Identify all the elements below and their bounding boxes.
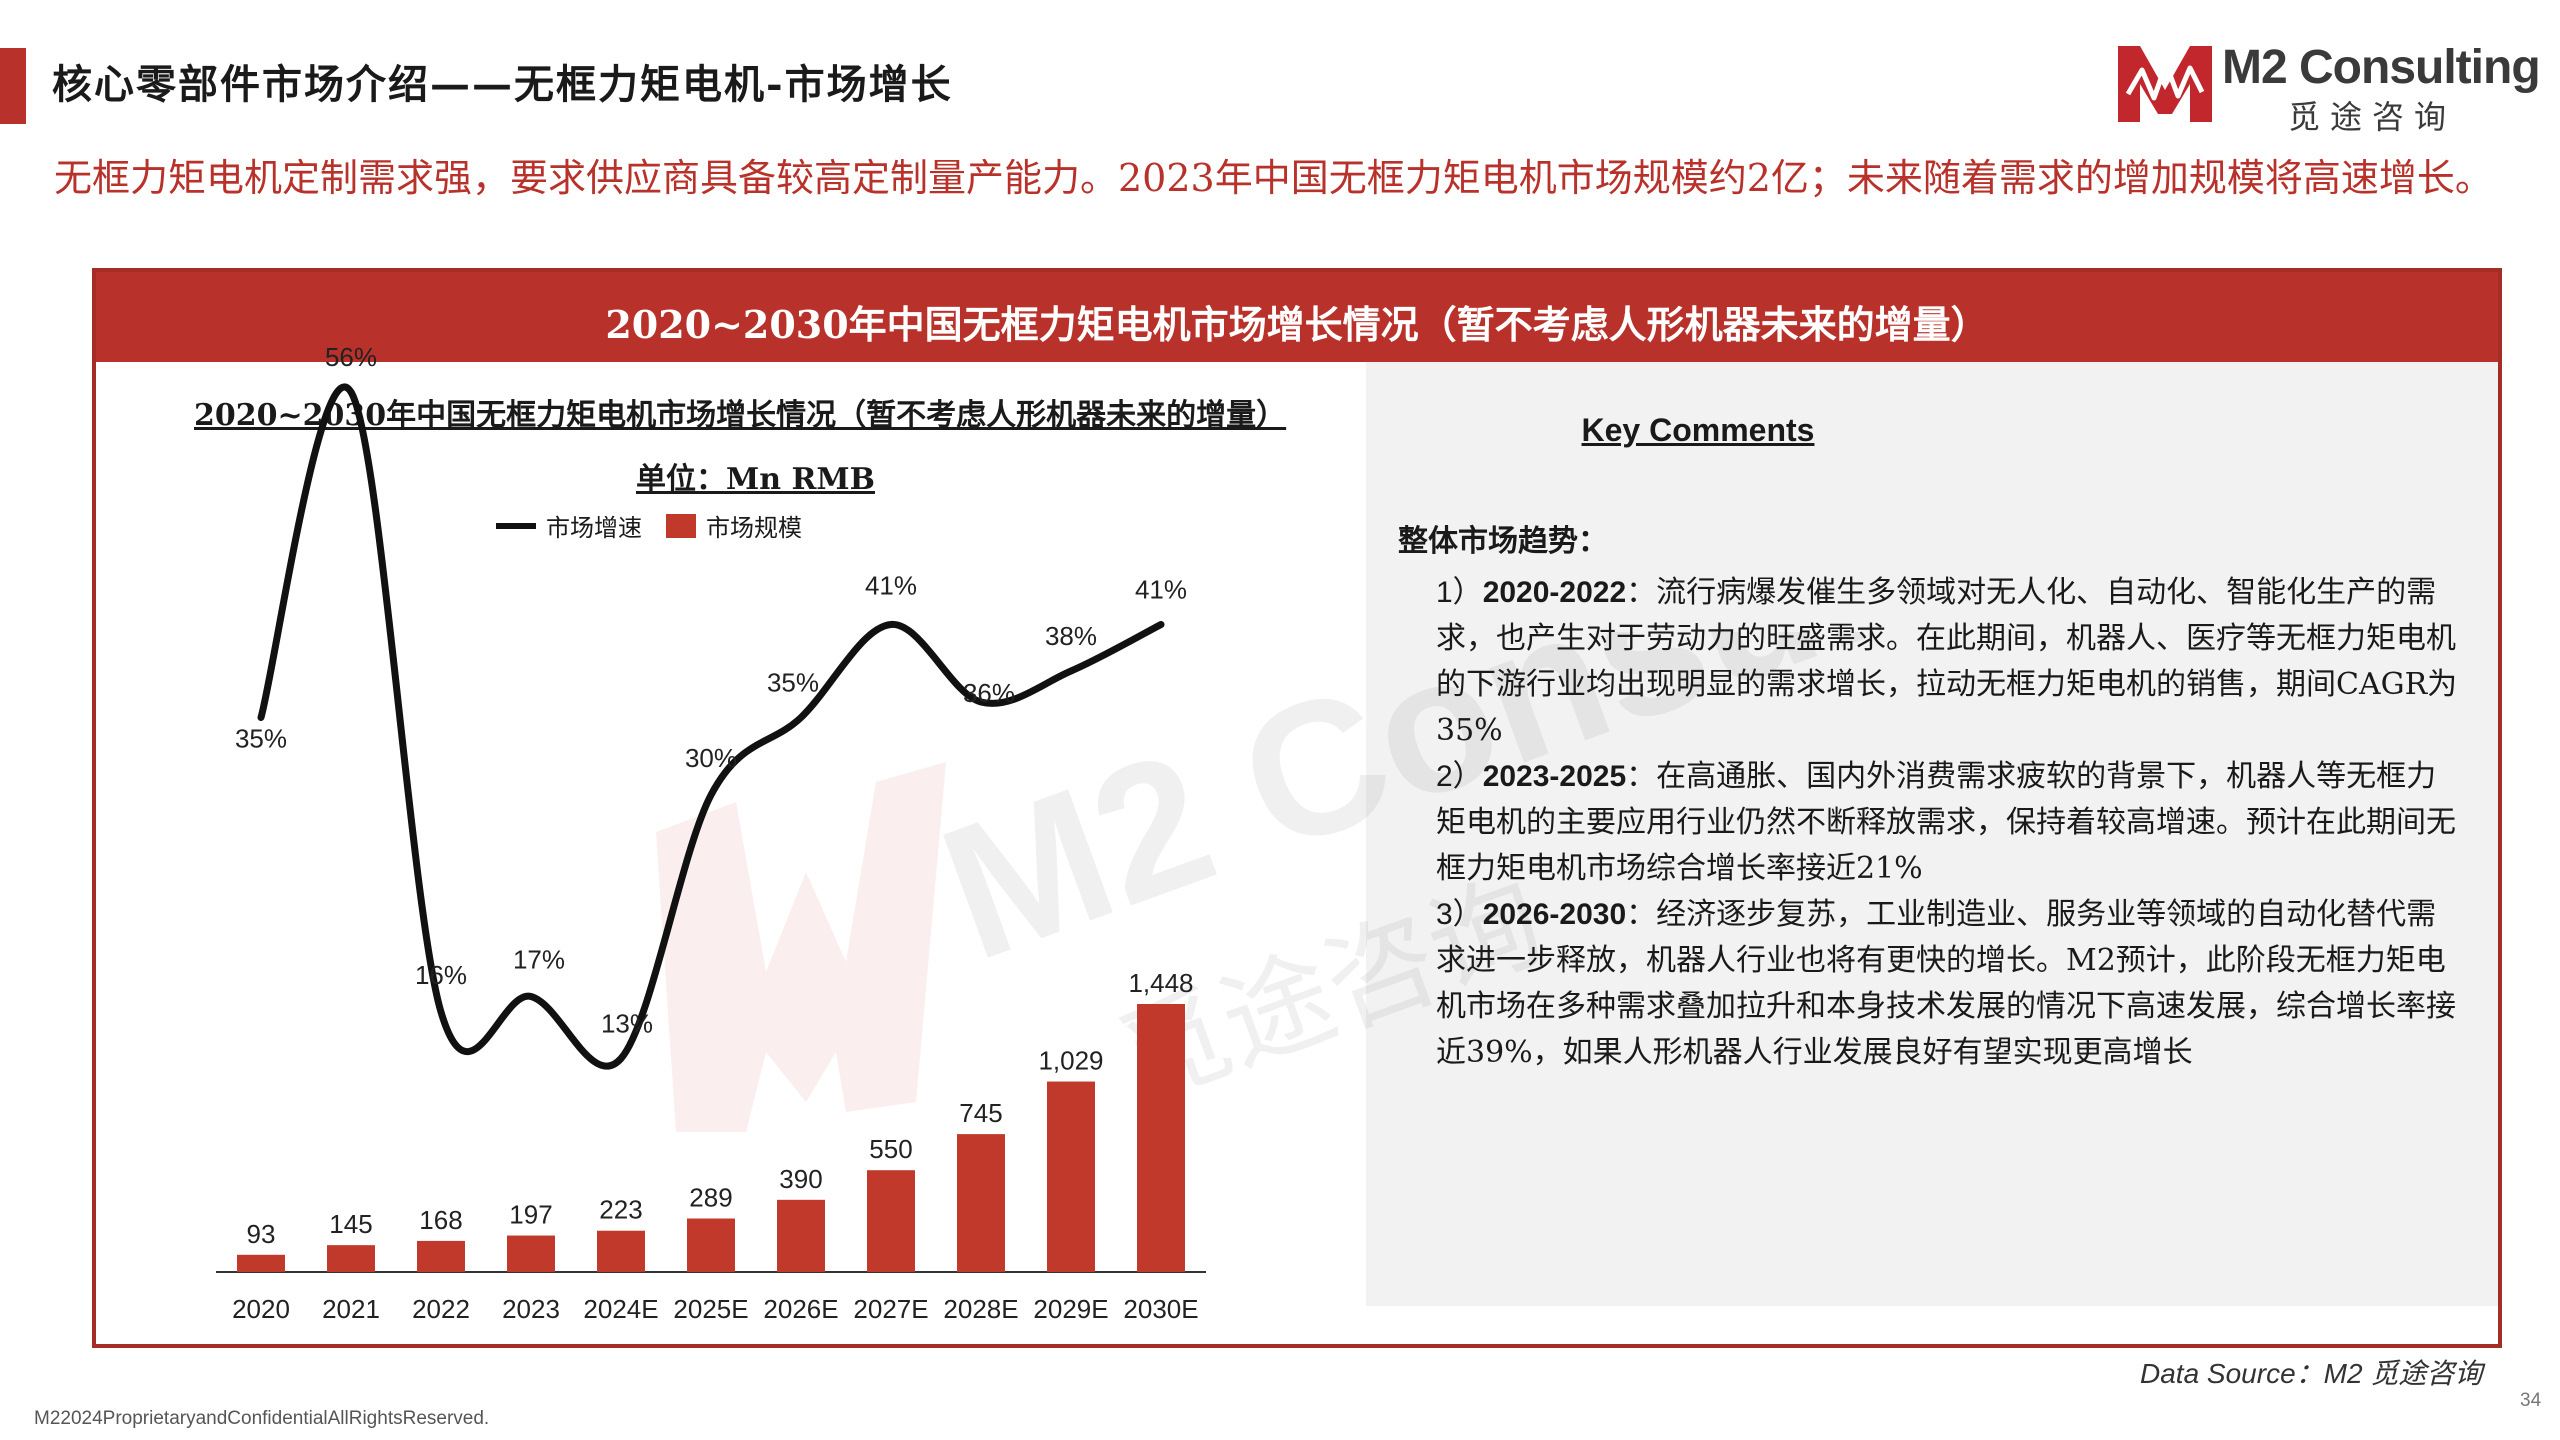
chart-unit: 单位：Mn RMB [636,462,875,497]
x-tick-label: 2023 [502,1294,560,1324]
logo-chinese-name: 觅途咨询 [2288,98,2457,136]
chart-title: 2020~2030年中国无框力矩电机市场增长情况（暂不考虑人形机器未来的增量） [194,398,1287,433]
bar-value-label: 197 [509,1200,552,1230]
bar-value-label: 168 [419,1205,462,1235]
headline-summary: 无框力矩电机定制需求强，要求供应商具备较高定制量产能力。2023年中国无框力矩电… [54,156,2493,200]
brand-logo: M2 Consulting 觅途咨询 [2110,34,2541,136]
bar-value-label: 289 [689,1183,732,1213]
bar-2030E [1137,1004,1185,1272]
growth-value-label: 35% [767,668,819,698]
bar-2028E [957,1134,1005,1272]
key-comments-heading: 整体市场趋势： [1398,524,1608,559]
growth-value-label: 30% [685,743,737,773]
growth-value-label: 56% [325,342,377,372]
panel-header-title: 2020~2030年中国无框力矩电机市场增长情况（暂不考虑人形机器未来的增量） [605,302,1989,347]
data-source: Data Source：M2 觅途咨询 [2140,1358,2483,1389]
chart-panel: 2020~2030年中国无框力矩电机市场增长情况（暂不考虑人形机器未来的增量） … [92,268,2502,1348]
bar-value-label: 93 [247,1219,276,1249]
comment-item-1: 1）2020-2022：流行病爆发催生多领域对无人化、自动化、智能化生产的需求，… [1436,575,2458,748]
bar-2023 [507,1235,555,1272]
comment-period: 2023-2025 [1482,760,1627,793]
x-tick-label: 2027E [853,1294,928,1324]
growth-value-label: 13% [601,1009,653,1039]
bar-2022 [417,1240,465,1272]
bar-2021 [327,1245,375,1272]
chart-plot: 93 2020 145 2021 168 2022 197 2023 223 2024E 289 20… [216,342,1206,1324]
key-comments-title: Key Comments [1581,412,1815,448]
bar-value-label: 145 [329,1209,372,1239]
bar-2027E [867,1170,915,1272]
page-number: 34 [2520,1390,2542,1411]
bar-2026E [777,1199,825,1272]
chart-legend: 市场增速 市场规模 [496,508,802,543]
legend-bar-swatch [666,513,696,538]
copyright-footer: M22024ProprietaryandConfidentialAllRight… [34,1408,490,1429]
key-comments-body: 1）2020-2022：流行病爆发催生多领域对无人化、自动化、智能化生产的需求，… [1436,570,2466,1076]
bar-2020 [237,1254,285,1272]
growth-value-label: 38% [1045,621,1097,651]
legend-growth-label: 市场增速 [546,514,642,542]
comment-text: ：经济逐步复苏，工业制造业、服务业等领域的自动化替代需求进一步释放，机器人行业也… [1436,897,2456,1070]
growth-value-label: 41% [1135,575,1187,605]
comment-period: 2020-2022 [1482,576,1627,609]
title-accent-bar [0,48,26,124]
x-tick-label: 2030E [1123,1294,1198,1324]
key-comments-panel [1366,362,2498,1306]
x-tick-label: 2022 [412,1294,470,1324]
bar-2024E [597,1230,645,1272]
comment-text: ：流行病爆发催生多领域对无人化、自动化、智能化生产的需求，也产生对于劳动力的旺盛… [1436,575,2458,748]
growth-value-label: 17% [513,945,565,975]
bar-value-label: 745 [959,1098,1002,1128]
page-title: 核心零部件市场介绍——无框力矩电机-市场增长 [52,61,953,108]
bar-2029E [1047,1081,1095,1272]
x-tick-label: 2025E [673,1294,748,1324]
growth-value-label: 36% [963,678,1015,708]
bar-value-label: 1,029 [1038,1046,1103,1076]
comment-period: 2026-2030 [1482,898,1627,931]
panel-header: 2020~2030年中国无框力矩电机市场增长情况（暂不考虑人形机器未来的增量） [96,272,2498,362]
comment-item-3: 3）2026-2030：经济逐步复苏，工业制造业、服务业等领域的自动化替代需求进… [1436,897,2456,1070]
bar-value-label: 223 [599,1195,642,1225]
growth-line [257,383,1165,1070]
legend-size-label: 市场规模 [706,514,802,542]
x-tick-label: 2026E [763,1294,838,1324]
comment-text: ：在高通胀、国内外消费需求疲软的背景下，机器人等无框力矩电机的主要应用行业仍然不… [1436,759,2456,886]
bar-value-label: 390 [779,1164,822,1194]
m2-logo-icon [2118,46,2212,122]
bar-2025E [687,1218,735,1272]
x-tick-label: 2024E [583,1294,658,1324]
comment-item-2: 2）2023-2025：在高通胀、国内外消费需求疲软的背景下，机器人等无框力矩电… [1436,759,2456,886]
logo-wordmark: M2 Consulting [2222,41,2541,94]
bar-value-label: 550 [869,1134,912,1164]
legend-line-swatch [496,522,536,529]
x-tick-label: 2028E [943,1294,1018,1324]
growth-value-label: 16% [415,960,467,990]
x-tick-label: 2021 [322,1294,380,1324]
x-tick-label: 2020 [232,1294,290,1324]
x-tick-label: 2029E [1033,1294,1108,1324]
growth-value-label: 41% [865,571,917,601]
bar-value-label: 1,448 [1128,968,1193,998]
growth-value-label: 35% [235,724,287,754]
